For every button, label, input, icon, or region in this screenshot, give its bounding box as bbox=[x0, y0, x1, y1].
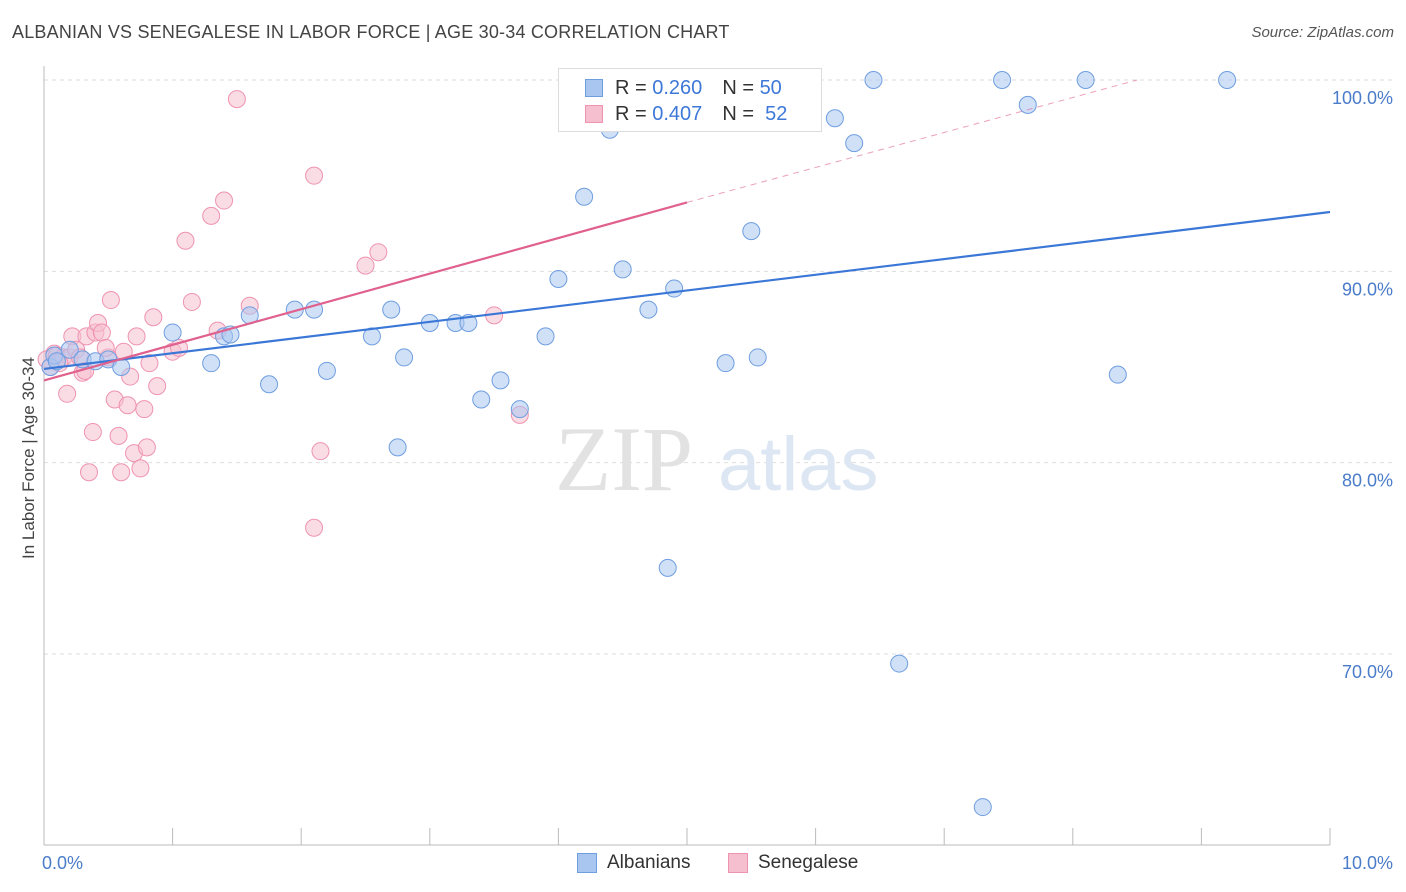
albanian-point bbox=[47, 352, 66, 371]
albanian-point bbox=[845, 134, 864, 153]
legend-albanians[interactable]: Albanians bbox=[577, 852, 690, 874]
senegalese-point bbox=[83, 423, 102, 442]
albanian-point bbox=[639, 300, 658, 319]
senegalese-point bbox=[80, 463, 99, 482]
senegalese-point bbox=[127, 327, 146, 346]
y-tick-label: 100.0% bbox=[1332, 88, 1393, 108]
y-tick-label: 90.0% bbox=[1342, 279, 1393, 299]
senegalese-legend-swatch bbox=[728, 853, 748, 873]
senegalese-point bbox=[112, 463, 131, 482]
albanian-point bbox=[993, 71, 1012, 89]
r-value: 0.260 bbox=[652, 76, 703, 99]
senegalese-point bbox=[109, 426, 128, 445]
albanian-point bbox=[491, 371, 510, 390]
albanian-point bbox=[388, 438, 407, 457]
legend-senegalese[interactable]: Senegalese bbox=[728, 852, 858, 874]
senegalese-point bbox=[369, 243, 388, 262]
senegalese-point bbox=[311, 442, 330, 461]
albanian-point bbox=[973, 798, 992, 817]
albanian-point bbox=[716, 354, 735, 373]
senegalese-point bbox=[182, 292, 201, 311]
albanian-point bbox=[60, 340, 79, 359]
senegalese-point bbox=[148, 377, 167, 396]
n-label: N = bbox=[722, 102, 754, 125]
albanian-point bbox=[748, 348, 767, 367]
tick-labels: 70.0% 80.0% 90.0% 100.0% 0.0% 10.0% bbox=[42, 88, 1393, 873]
senegalese-point bbox=[58, 384, 77, 403]
r-label: R = bbox=[615, 102, 647, 125]
senegalese-point bbox=[101, 291, 120, 310]
zipatlas-watermark: ZIP atlas bbox=[555, 408, 879, 510]
grid-lines bbox=[44, 79, 1392, 655]
albanian-point bbox=[472, 390, 491, 409]
albanians-trend-line bbox=[43, 210, 1331, 371]
r-label: R = bbox=[615, 76, 647, 99]
albanian-point bbox=[742, 222, 761, 241]
senegalese-point bbox=[305, 518, 324, 537]
senegalese-swatch bbox=[585, 105, 603, 123]
albanian-point bbox=[1076, 71, 1095, 89]
albanian-point bbox=[202, 354, 221, 373]
senegalese-trend-extension bbox=[686, 79, 1138, 203]
senegalese-point bbox=[137, 438, 156, 457]
watermark-atlas: atlas bbox=[718, 422, 879, 507]
albanian-point bbox=[1018, 95, 1037, 114]
senegalese-point bbox=[356, 256, 375, 275]
albanians-legend-label: Albanians bbox=[607, 852, 691, 873]
senegalese-point bbox=[92, 323, 111, 342]
albanian-point bbox=[260, 375, 279, 394]
watermark-zip: ZIP bbox=[555, 408, 693, 510]
senegalese-point bbox=[176, 231, 195, 250]
y-tick-label: 70.0% bbox=[1342, 662, 1393, 682]
albanian-point bbox=[536, 327, 555, 346]
senegalese-point bbox=[135, 400, 154, 419]
albanian-point bbox=[382, 300, 401, 319]
y-tick-label: 80.0% bbox=[1342, 471, 1393, 491]
chart-title: ALBANIAN VS SENEGALESE IN LABOR FORCE | … bbox=[12, 22, 730, 42]
albanians-swatch bbox=[585, 79, 603, 97]
albanian-point bbox=[317, 361, 336, 380]
senegalese-point bbox=[144, 308, 163, 327]
albanian-point bbox=[163, 323, 182, 342]
x-tick-label: 0.0% bbox=[42, 853, 83, 873]
legend-row-albanians: R = 0.260 N = 50 bbox=[585, 73, 782, 103]
albanian-point bbox=[549, 269, 568, 288]
senegalese-point bbox=[215, 191, 234, 210]
albanian-point bbox=[395, 348, 414, 367]
albanian-point bbox=[510, 400, 529, 419]
albanian-point bbox=[864, 71, 883, 89]
senegalese-legend-label: Senegalese bbox=[758, 852, 859, 873]
albanian-point bbox=[575, 187, 594, 206]
n-value: 52 bbox=[765, 102, 788, 125]
y-axis-label: In Labor Force | Age 30-34 bbox=[19, 357, 38, 559]
source-label: Source: ZipAtlas.com bbox=[1251, 24, 1394, 41]
senegalese-point bbox=[140, 354, 159, 373]
senegalese-point bbox=[131, 459, 150, 478]
trend-lines bbox=[43, 79, 1331, 382]
r-value: 0.407 bbox=[652, 102, 703, 125]
senegalese-point bbox=[202, 206, 221, 225]
senegalese-point bbox=[227, 90, 246, 109]
x-tick-label: 10.0% bbox=[1342, 853, 1393, 873]
albanian-point bbox=[658, 558, 677, 577]
axes bbox=[43, 66, 1331, 846]
senegalese-trend-line bbox=[43, 201, 688, 382]
n-value: 50 bbox=[759, 76, 782, 99]
senegalese-point bbox=[118, 396, 137, 415]
albanian-point bbox=[1108, 365, 1127, 384]
senegalese-point bbox=[305, 166, 324, 185]
albanian-point bbox=[665, 279, 684, 298]
series-legend: Albanians Senegalese bbox=[0, 852, 1406, 878]
correlation-legend: R = 0.260 N = 50 R = 0.407 N = 52 bbox=[558, 68, 822, 132]
albanian-point bbox=[890, 654, 909, 673]
albanian-point bbox=[613, 260, 632, 279]
legend-row-senegalese: R = 0.407 N = 52 bbox=[585, 99, 787, 129]
albanians-legend-swatch bbox=[577, 853, 597, 873]
albanian-point bbox=[1218, 71, 1237, 89]
albanian-point bbox=[825, 109, 844, 128]
n-label: N = bbox=[722, 76, 754, 99]
